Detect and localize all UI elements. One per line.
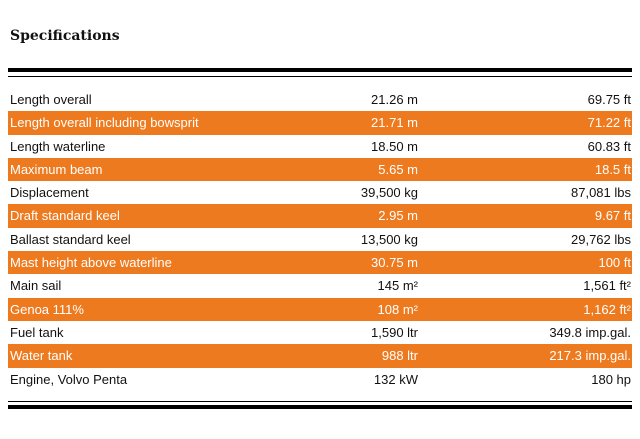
spec-metric-value: 13,500 kg [360,231,418,247]
spec-metric-value: 108 m² [377,301,418,317]
spec-row: Draft standard keel 2.95 m 9.67 ft [8,204,632,228]
spec-imperial-value: 18.5 ft [594,161,631,177]
spec-imperial-value: 71.22 ft [587,115,631,131]
spec-imperial-value: 1,162 ft² [583,301,631,317]
spec-row: Ballast standard keel 13,500 kg 29,762 lbs [8,228,632,251]
spec-metric-value: 39,500 kg [360,185,418,201]
spec-row: Genoa 111% 108 m² 1,162 ft² [8,297,632,321]
spec-label: Engine, Volvo Penta [10,371,128,387]
spec-imperial-value: 9.67 ft [594,208,631,224]
spec-label: Mast height above waterline [10,255,172,271]
spec-imperial-value: 217.3 imp.gal. [549,348,631,364]
spec-row: Length waterline 18.50 m 60.83 ft [8,135,632,158]
spec-metric-value: 132 kW [373,371,418,387]
spec-label: Main sail [10,278,62,294]
bottom-thin-rule [8,401,632,402]
spec-metric-value: 18.50 m [371,138,418,154]
specifications-table: Length overall 21.26 m 69.75 ft Length over… [8,88,632,391]
top-thick-rule [8,68,632,72]
spec-metric-value: 988 ltr [381,348,418,364]
spec-imperial-value: 69.75 ft [587,92,631,107]
spec-label: Maximum beam [10,161,103,177]
spec-row: Maximum beam 5.65 m 18.5 ft [8,157,632,182]
spec-label: Draft standard keel [10,208,120,224]
spec-label: Ballast standard keel [10,231,131,247]
page-title: Specifications [10,28,120,44]
spec-label: Length overall [10,92,92,107]
spec-imperial-value: 349.8 imp.gal. [549,324,631,340]
spec-metric-value: 1,590 ltr [371,324,418,340]
spec-metric-value: 2.95 m [378,208,418,224]
spec-row: Length overall 21.26 m 69.75 ft [8,88,632,111]
spec-row: Engine, Volvo Penta 132 kW 180 hp [8,368,632,391]
spec-row: Length overall including bowsprit 21.71 m… [8,111,632,135]
spec-imperial-value: 100 ft [598,255,631,271]
spec-label: Length overall including bowsprit [10,115,199,131]
spec-metric-value: 5.65 m [378,161,418,177]
spec-metric-value: 30.75 m [371,255,418,271]
spec-metric-value: 145 m² [377,278,418,294]
spec-imperial-value: 87,081 lbs [571,185,631,201]
spec-label: Fuel tank [10,324,64,340]
spec-row: Mast height above waterline 30.75 m 100 ft [8,251,632,275]
spec-imperial-value: 1,561 ft² [583,278,631,294]
spec-row: Displacement 39,500 kg 87,081 lbs [8,181,632,204]
spec-label: Water tank [10,348,73,364]
spec-label: Genoa 111% [10,301,84,317]
spec-row: Fuel tank 1,590 ltr 349.8 imp.gal. [8,321,632,344]
spec-row: Water tank 988 ltr 217.3 imp.gal. [8,344,632,368]
spec-imperial-value: 29,762 lbs [571,231,631,247]
spec-metric-value: 21.71 m [371,115,418,131]
top-thin-rule [8,76,632,77]
bottom-thick-rule [8,405,632,409]
spec-label: Length waterline [10,138,106,154]
spec-label: Displacement [10,185,89,201]
spec-imperial-value: 60.83 ft [587,138,631,154]
spec-imperial-value: 180 hp [591,371,631,387]
spec-metric-value: 21.26 m [371,92,418,107]
spec-row: Main sail 145 m² 1,561 ft² [8,274,632,297]
